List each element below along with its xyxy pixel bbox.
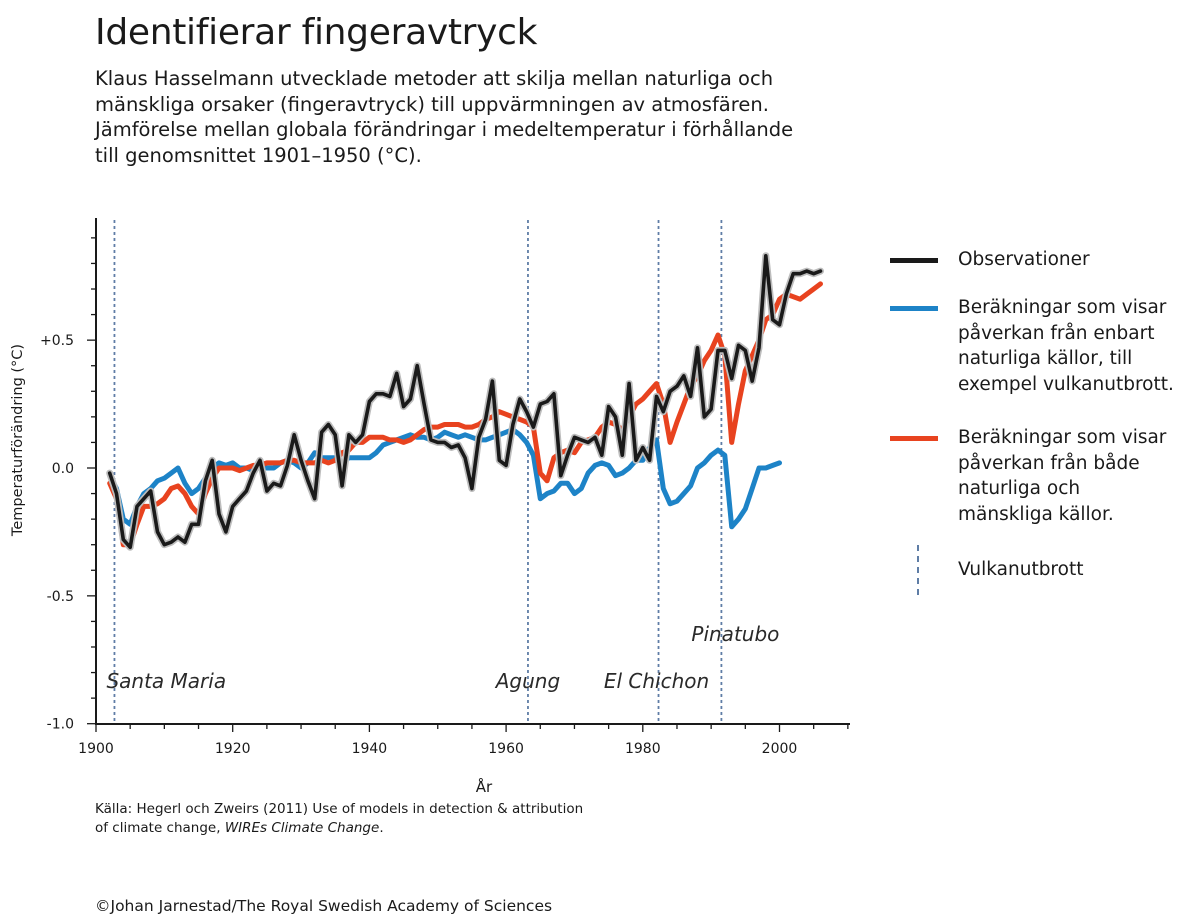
legend-label-natural: Beräkningar som visar påverkan från enba…	[958, 295, 1198, 397]
y-tick-label: +0.5	[40, 333, 74, 349]
legend-swatch-natural	[890, 306, 938, 311]
legend-label-volcano: Vulkanutbrott	[958, 557, 1198, 583]
legend-label-line: påverkan från enbart	[958, 322, 1155, 344]
legend-label-line: Observationer	[958, 249, 1090, 270]
legend-swatch-volcano	[917, 545, 919, 595]
y-axis-label: Temperaturförändring (°C)	[10, 344, 26, 537]
x-tick-label: 1940	[352, 741, 388, 757]
subtitle-line: till genomsnittet 1901–1950 (°C).	[95, 143, 422, 167]
series-line-observations	[107, 254, 823, 550]
legend-label-observations: Observationer	[958, 247, 1198, 273]
source-journal: WIREs Climate Change	[224, 820, 380, 836]
x-tick-label: 1960	[488, 741, 524, 757]
source-line-1: Källa: Hegerl och Zweirs (2011) Use of m…	[95, 801, 584, 817]
chart-subtitle: Klaus Hasselmann utvecklade metoder att …	[95, 66, 815, 168]
y-tick-label: -0.5	[47, 589, 74, 605]
legend-label-line: naturliga och	[958, 478, 1081, 499]
volcano-label: Pinatubo	[691, 622, 779, 646]
source-prefix: of climate change,	[95, 820, 225, 836]
source-line-2: of climate change, WIREs Climate Change.	[95, 819, 583, 838]
source-note: Källa: Hegerl och Zweirs (2011) Use of m…	[95, 800, 583, 838]
x-tick-label: 1920	[215, 741, 251, 757]
legend-label-line: Beräkningar som visar	[958, 427, 1167, 448]
legend-label-combined: Beräkningar som visar påverkan från både…	[958, 425, 1198, 527]
legend-label-line: exempel vulkanutbrott.	[958, 373, 1174, 395]
y-tick-label: -1.0	[47, 717, 74, 733]
legend-label-line: påverkan från både	[958, 452, 1140, 474]
copyright-note: ©Johan Jarnestad/The Royal Swedish Acade…	[95, 897, 553, 915]
subtitle-line: mänskliga orsaker (fingeravtryck) till u…	[95, 92, 769, 116]
x-tick-label: 2000	[762, 741, 798, 757]
legend-swatch-combined	[890, 436, 938, 441]
subtitle-line: Klaus Hasselmann utvecklade metoder att …	[95, 67, 774, 90]
source-suffix: .	[379, 820, 384, 836]
series-line-natural	[107, 427, 782, 530]
volcano-label: Santa Maria	[106, 669, 226, 693]
legend-label-line: mänskliga källor.	[958, 503, 1114, 525]
legend-label-line: Vulkanutbrott	[958, 559, 1084, 580]
subtitle-line: Jämförelse mellan globala förändringar i…	[95, 118, 794, 141]
legend-label-line: naturliga källor, till	[958, 348, 1133, 369]
chart-title: Identifierar fingeravtryck	[95, 12, 538, 53]
x-tick-label: 1980	[625, 741, 661, 757]
y-tick-label: 0.0	[52, 461, 74, 477]
volcano-label: El Chichon	[604, 669, 709, 693]
legend-swatch-observations	[890, 258, 938, 263]
volcano-label: Agung	[494, 669, 560, 693]
x-axis-label: År	[476, 777, 493, 796]
legend-label-line: Beräkningar som visar	[958, 297, 1167, 318]
x-tick-label: 1900	[78, 741, 114, 757]
